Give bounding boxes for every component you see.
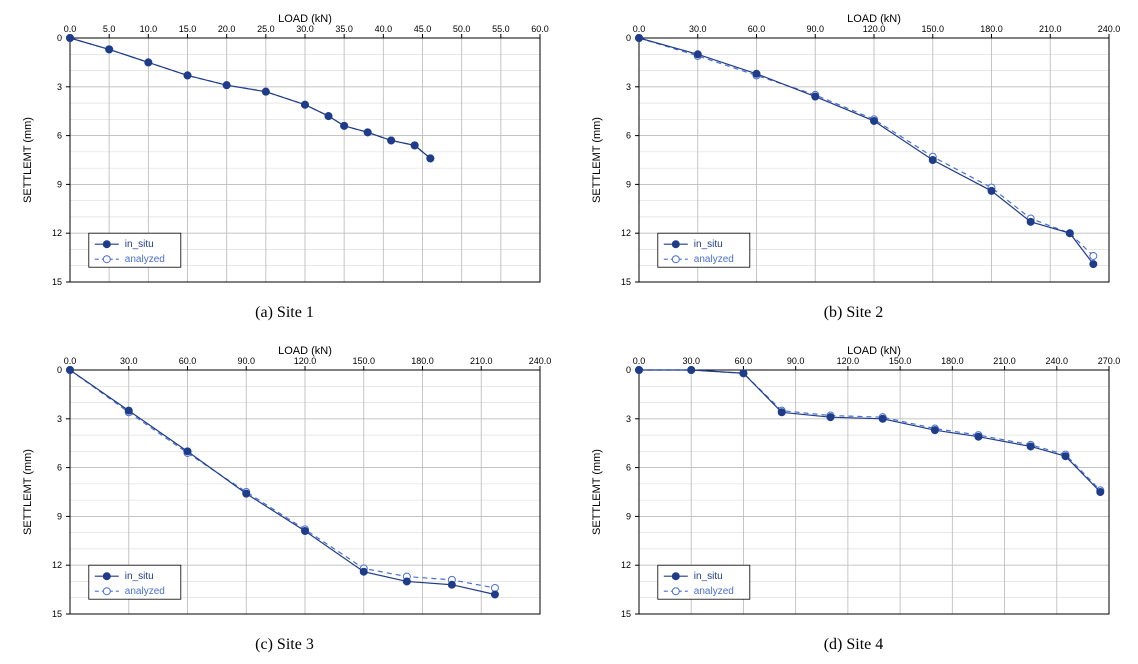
svg-text:6: 6 — [625, 131, 630, 141]
svg-text:0.0: 0.0 — [63, 356, 76, 366]
chart-a: 0.0 5.0 10.0 15.0 20.0 25.0 30.0 35.0 40.0 45.0 50… — [15, 10, 555, 300]
svg-text:3: 3 — [625, 82, 630, 92]
svg-text:9: 9 — [56, 511, 61, 521]
legend-label-0: in_situ — [124, 571, 153, 582]
svg-text:15: 15 — [620, 609, 630, 619]
svg-text:120.0: 120.0 — [836, 356, 859, 366]
svg-text:210.0: 210.0 — [993, 356, 1016, 366]
svg-text:60.0: 60.0 — [747, 24, 765, 34]
panel-c: 0.0 30.0 60.0 90.0 120.0 150.0 180.0 210.0 240.0… — [10, 342, 559, 654]
legend-label-1: analyzed — [693, 586, 733, 597]
svg-text:20.0: 20.0 — [217, 24, 235, 34]
x-axis-label: LOAD (kN) — [278, 13, 332, 25]
legend-label-0: in_situ — [693, 571, 722, 582]
svg-text:0: 0 — [625, 365, 630, 375]
x-axis-label: LOAD (kN) — [847, 13, 901, 25]
svg-text:120.0: 120.0 — [293, 356, 316, 366]
legend-label-0: in_situ — [693, 239, 722, 250]
svg-text:0.0: 0.0 — [63, 24, 76, 34]
svg-text:150.0: 150.0 — [352, 356, 375, 366]
svg-text:240.0: 240.0 — [528, 356, 551, 366]
svg-text:240.0: 240.0 — [1045, 356, 1068, 366]
panel-b: 0.0 30.0 60.0 90.0 120.0 150.0 180.0 210.0 240.0… — [579, 10, 1128, 322]
x-axis-label: LOAD (kN) — [278, 345, 332, 357]
y-axis-label: SETTLEMT (mm) — [22, 449, 34, 535]
svg-text:3: 3 — [56, 414, 61, 424]
svg-text:90.0: 90.0 — [237, 356, 255, 366]
svg-text:15.0: 15.0 — [178, 24, 196, 34]
y-axis-label: SETTLEMT (mm) — [22, 117, 34, 203]
svg-text:9: 9 — [56, 179, 61, 189]
svg-text:40.0: 40.0 — [374, 24, 392, 34]
caption-b: (b) Site 2 — [824, 304, 884, 322]
chart-d: 0.0 30.0 60.0 90.0 120.0 150.0 180.0 210.0 240.0… — [584, 342, 1124, 632]
caption-c: (c) Site 3 — [255, 636, 314, 654]
svg-text:6: 6 — [625, 463, 630, 473]
svg-text:30.0: 30.0 — [682, 356, 700, 366]
panel-d: 0.0 30.0 60.0 90.0 120.0 150.0 180.0 210.0 240.0… — [579, 342, 1128, 654]
svg-text:6: 6 — [56, 131, 61, 141]
svg-text:9: 9 — [625, 511, 630, 521]
svg-text:0: 0 — [56, 365, 61, 375]
svg-text:60.0: 60.0 — [531, 24, 549, 34]
svg-text:35.0: 35.0 — [335, 24, 353, 34]
svg-text:12: 12 — [51, 228, 61, 238]
svg-text:90.0: 90.0 — [806, 24, 824, 34]
legend-label-1: analyzed — [693, 254, 733, 265]
y-axis-label: SETTLEMT (mm) — [591, 449, 603, 535]
svg-text:12: 12 — [51, 560, 61, 570]
panel-a: 0.0 5.0 10.0 15.0 20.0 25.0 30.0 35.0 40.0 45.0 50… — [10, 10, 559, 322]
caption-d: (d) Site 4 — [824, 636, 884, 654]
svg-text:6: 6 — [56, 463, 61, 473]
svg-text:180.0: 180.0 — [941, 356, 964, 366]
svg-text:25.0: 25.0 — [257, 24, 275, 34]
legend-label-1: analyzed — [124, 586, 164, 597]
svg-text:3: 3 — [56, 82, 61, 92]
svg-text:180.0: 180.0 — [980, 24, 1003, 34]
svg-text:0.0: 0.0 — [632, 356, 645, 366]
svg-text:0: 0 — [56, 33, 61, 43]
svg-text:60.0: 60.0 — [178, 356, 196, 366]
svg-text:30.0: 30.0 — [296, 24, 314, 34]
svg-text:150.0: 150.0 — [888, 356, 911, 366]
svg-text:150.0: 150.0 — [921, 24, 944, 34]
chart-c: 0.0 30.0 60.0 90.0 120.0 150.0 180.0 210.0 240.0… — [15, 342, 555, 632]
x-axis-label: LOAD (kN) — [847, 345, 901, 357]
svg-text:180.0: 180.0 — [411, 356, 434, 366]
svg-text:210.0: 210.0 — [1038, 24, 1061, 34]
svg-text:45.0: 45.0 — [413, 24, 431, 34]
svg-text:12: 12 — [620, 228, 630, 238]
caption-a: (a) Site 1 — [255, 304, 314, 322]
svg-text:15: 15 — [51, 277, 61, 287]
svg-text:15: 15 — [620, 277, 630, 287]
svg-text:9: 9 — [625, 179, 630, 189]
y-axis-label: SETTLEMT (mm) — [591, 117, 603, 203]
svg-text:30.0: 30.0 — [119, 356, 137, 366]
svg-text:55.0: 55.0 — [492, 24, 510, 34]
svg-text:270.0: 270.0 — [1097, 356, 1120, 366]
svg-text:12: 12 — [620, 560, 630, 570]
svg-text:120.0: 120.0 — [862, 24, 885, 34]
svg-text:50.0: 50.0 — [452, 24, 470, 34]
svg-text:0.0: 0.0 — [632, 24, 645, 34]
svg-text:15: 15 — [51, 609, 61, 619]
svg-text:5.0: 5.0 — [102, 24, 115, 34]
legend-label-0: in_situ — [124, 239, 153, 250]
chart-b: 0.0 30.0 60.0 90.0 120.0 150.0 180.0 210.0 240.0… — [584, 10, 1124, 300]
svg-text:240.0: 240.0 — [1097, 24, 1120, 34]
svg-text:90.0: 90.0 — [786, 356, 804, 366]
svg-text:210.0: 210.0 — [469, 356, 492, 366]
svg-text:60.0: 60.0 — [734, 356, 752, 366]
svg-text:30.0: 30.0 — [688, 24, 706, 34]
svg-text:10.0: 10.0 — [139, 24, 157, 34]
svg-text:3: 3 — [625, 414, 630, 424]
svg-text:0: 0 — [625, 33, 630, 43]
legend-label-1: analyzed — [124, 254, 164, 265]
